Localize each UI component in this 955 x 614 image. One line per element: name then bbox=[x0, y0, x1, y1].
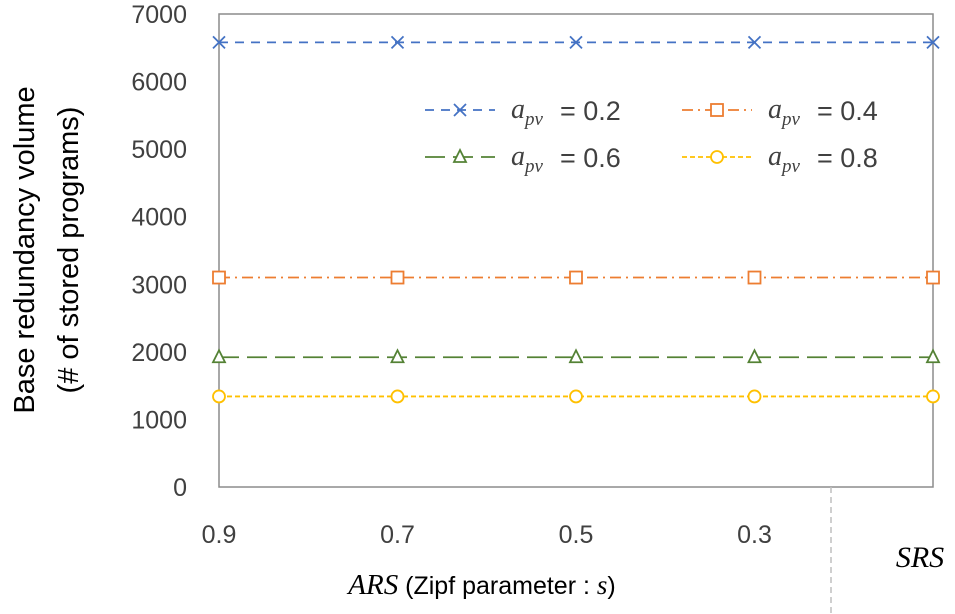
y-tick-label: 6000 bbox=[131, 69, 187, 97]
x-axis-ticks: 0.9 0.7 0.5 0.3 bbox=[202, 521, 772, 549]
series-2-point bbox=[747, 348, 762, 364]
y-tick-label: 1000 bbox=[131, 406, 187, 434]
x-axis-label-text: (Zipf parameter : bbox=[398, 572, 597, 600]
legend-subscript: pv bbox=[523, 109, 544, 130]
x-axis-label: ARS (Zipf parameter : s) bbox=[346, 569, 615, 601]
series-group bbox=[211, 35, 941, 404]
y-tick-label: 4000 bbox=[131, 204, 187, 232]
y-axis-label-line1: Base redundancy volume bbox=[9, 86, 41, 413]
legend-marker-3 bbox=[710, 150, 724, 164]
legend-marker-2 bbox=[452, 147, 468, 163]
series-1-point bbox=[212, 270, 226, 285]
legend-subscript: pv bbox=[780, 109, 801, 130]
x-tick-label: 0.3 bbox=[737, 521, 772, 549]
x-tick-label: 0.9 bbox=[202, 521, 237, 549]
series-0-point bbox=[747, 35, 762, 50]
y-tick-label: 3000 bbox=[131, 271, 187, 299]
x-tick-label: 0.5 bbox=[559, 521, 594, 549]
x-axis-label-ars: ARS bbox=[346, 569, 398, 601]
series-3-point bbox=[212, 389, 226, 404]
y-axis-ticks: 0 1000 2000 3000 4000 5000 6000 7000 bbox=[131, 1, 187, 502]
series-0-point bbox=[212, 35, 226, 50]
series-3-point bbox=[390, 389, 405, 404]
series-3-point bbox=[747, 389, 762, 404]
series-2-point bbox=[211, 348, 227, 364]
series-3-point bbox=[569, 389, 583, 404]
legend-subscript: pv bbox=[780, 156, 801, 177]
legend-value-1: = 0.4 bbox=[817, 96, 878, 126]
y-tick-label: 7000 bbox=[131, 1, 187, 29]
y-axis-label-line2: (# of stored programs) bbox=[53, 107, 85, 394]
y-tick-label: 5000 bbox=[131, 136, 187, 164]
series-0-point bbox=[569, 35, 583, 50]
legend: a pv = 0.2 a pv = 0.4a pv = 0.6 a pv = 0.8 bbox=[425, 94, 878, 177]
x-axis-label-var: s bbox=[597, 570, 608, 600]
y-tick-label: 0 bbox=[173, 474, 187, 502]
legend-symbol: a bbox=[511, 141, 525, 172]
plot-area-frame bbox=[218, 13, 934, 488]
series-1-point bbox=[747, 270, 762, 285]
series-2-point bbox=[925, 348, 941, 364]
series-0-point bbox=[390, 35, 405, 50]
y-tick-label: 2000 bbox=[131, 339, 187, 367]
legend-symbol: a bbox=[511, 94, 525, 125]
x-axis-label-close: ) bbox=[607, 572, 615, 600]
legend-value-3: = 0.8 bbox=[817, 143, 878, 173]
series-0-point bbox=[926, 35, 940, 50]
legend-value-2: = 0.6 bbox=[560, 143, 621, 173]
series-1-point bbox=[569, 270, 583, 285]
legend-marker-0 bbox=[453, 103, 467, 117]
legend-value-0: = 0.2 bbox=[560, 96, 621, 126]
series-2-point bbox=[568, 348, 584, 364]
series-3-point bbox=[926, 389, 940, 404]
srs-label: SRS bbox=[896, 541, 944, 574]
legend-symbol: a bbox=[768, 141, 782, 172]
series-1-point bbox=[926, 270, 940, 285]
x-tick-label: 0.7 bbox=[380, 521, 415, 549]
legend-subscript: pv bbox=[523, 156, 544, 177]
series-2-point bbox=[390, 348, 405, 364]
legend-marker-1 bbox=[710, 103, 724, 117]
series-1-point bbox=[390, 270, 405, 285]
legend-symbol: a bbox=[768, 94, 782, 125]
